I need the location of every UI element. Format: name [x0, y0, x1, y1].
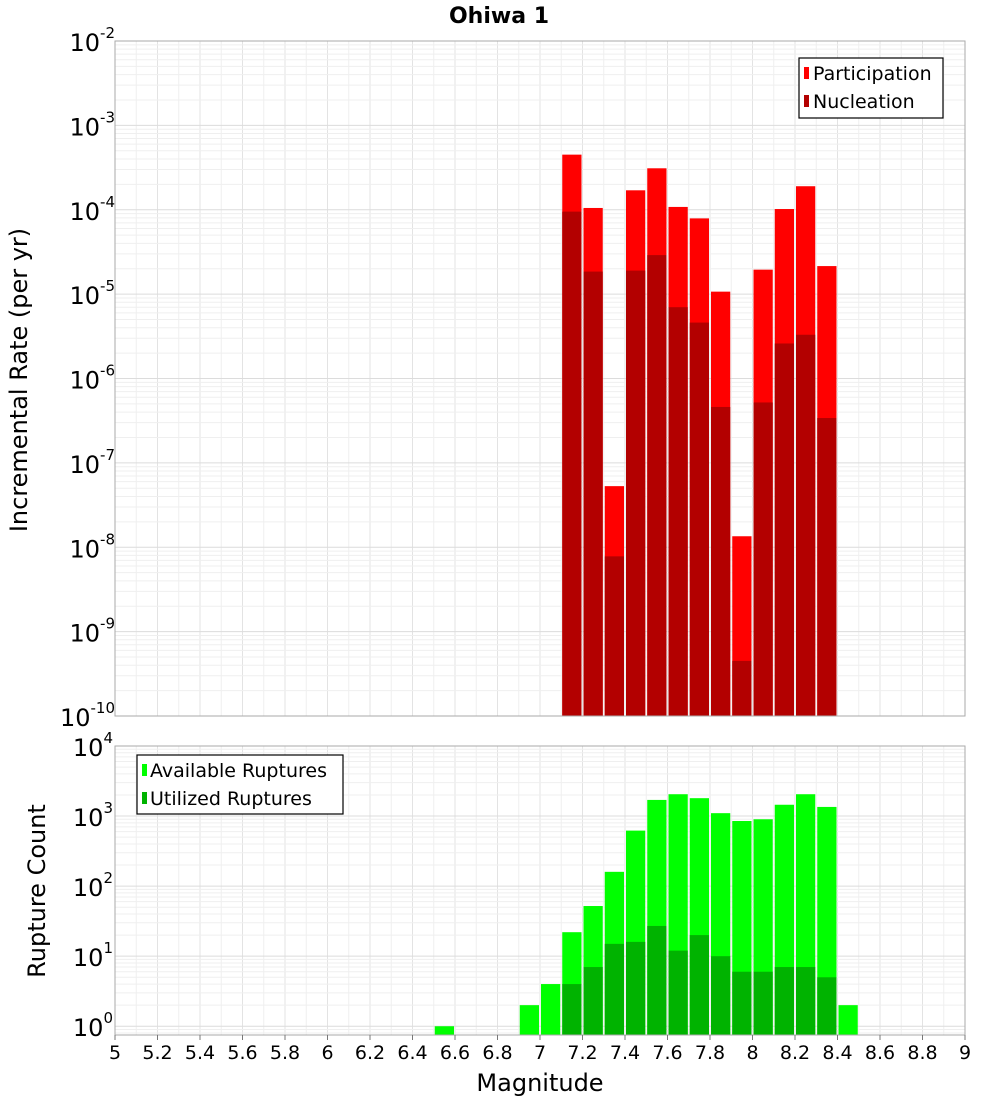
legend-label-available-ruptures: Available Ruptures: [150, 760, 327, 782]
bottom-bar-utilized-ruptures: [668, 950, 688, 1035]
top-y-tick-label: 10-9: [69, 615, 115, 648]
bottom-y-tick-label: 101: [73, 939, 113, 972]
bottom-bar-utilized-ruptures: [583, 967, 603, 1035]
top-legend: Participation Nucleation: [798, 57, 944, 119]
top-bars: [562, 154, 837, 717]
x-tick-label: 8.2: [780, 1042, 810, 1064]
x-tick-label: 5: [109, 1042, 121, 1064]
x-tick-label: 7.4: [610, 1042, 640, 1064]
bottom-bars: [434, 794, 858, 1035]
x-tick-label: 7.2: [567, 1042, 597, 1064]
x-tick-label: 6.6: [440, 1042, 470, 1064]
legend-swatch-nucleation: [804, 95, 809, 107]
top-bar-nucleation: [583, 271, 603, 716]
top-bar-nucleation: [689, 322, 709, 716]
bottom-bar-utilized-ruptures: [774, 967, 794, 1035]
x-tick-labels: 5 5.2 5.4 5.6 5.8 6 6.2 6.4 6.6 6.8 7 7.2 7.4 7.6 7.8 8…: [109, 1035, 971, 1064]
legend-swatch-utilized-ruptures: [142, 792, 147, 804]
x-tick-label: 6: [321, 1042, 333, 1064]
top-legend-box: [798, 57, 944, 119]
top-bar-nucleation: [753, 402, 773, 716]
bottom-bar-utilized-ruptures: [732, 971, 752, 1035]
top-bar-nucleation: [562, 211, 582, 716]
x-tick-label: 8.6: [865, 1042, 895, 1064]
x-tick-label: 9: [959, 1042, 971, 1064]
top-y-tick-labels: 10-2 10-3 10-4 10-5 10-6 10-7 10-8 10-9 10-10: [60, 24, 115, 732]
top-y-tick-label: 10-4: [69, 193, 115, 226]
x-tick-label: 5.6: [227, 1042, 257, 1064]
x-tick-label: 5.2: [142, 1042, 172, 1064]
bottom-bar-utilized-ruptures: [626, 941, 646, 1035]
top-bar-nucleation: [626, 270, 646, 716]
top-y-tick-label: 10-7: [69, 446, 115, 479]
bottom-legend: Available Ruptures Utilized Ruptures: [136, 754, 344, 815]
bottom-y-axis-label: Rupture Count: [23, 804, 51, 978]
x-tick-label: 5.4: [185, 1042, 215, 1064]
x-axis-label: Magnitude: [476, 1069, 603, 1097]
top-y-tick-label: 10-2: [69, 24, 115, 57]
bottom-bar-utilized-ruptures: [817, 977, 837, 1035]
top-plot-frame: [114, 40, 966, 717]
legend-swatch-participation: [804, 67, 809, 79]
bottom-bar-utilized-ruptures: [604, 943, 624, 1035]
top-bar-nucleation: [774, 343, 794, 716]
top-bar-nucleation: [647, 255, 667, 716]
bottom-bar-available-ruptures: [838, 1005, 858, 1035]
bottom-bar-utilized-ruptures: [647, 925, 667, 1035]
legend-label-nucleation: Nucleation: [813, 91, 915, 113]
bottom-bar-utilized-ruptures: [796, 967, 816, 1035]
bottom-bar-available-ruptures: [519, 1005, 539, 1035]
x-tick-label: 6.4: [397, 1042, 427, 1064]
x-tick-label: 6.8: [482, 1042, 512, 1064]
bottom-bar-available-ruptures: [434, 1026, 454, 1035]
legend-swatch-available-ruptures: [142, 764, 147, 776]
bottom-legend-box: [136, 754, 344, 815]
x-tick-label: 5.8: [270, 1042, 300, 1064]
top-bar-nucleation: [604, 556, 624, 716]
top-y-axis-label: Incremental Rate (per yr): [5, 228, 33, 532]
bottom-bar-utilized-ruptures: [711, 956, 731, 1035]
x-tick-label: 7: [534, 1042, 546, 1064]
x-tick-label: 7.6: [652, 1042, 682, 1064]
bottom-y-tick-label: 104: [73, 729, 113, 762]
top-y-tick-label: 10-10: [60, 699, 115, 732]
top-bar-nucleation: [668, 307, 688, 716]
bottom-bar-utilized-ruptures: [562, 984, 582, 1035]
bottom-y-tick-label: 103: [73, 799, 113, 832]
x-tick-label: 8.4: [822, 1042, 852, 1064]
top-y-tick-label: 10-6: [69, 362, 115, 395]
top-y-tick-label: 10-8: [69, 530, 115, 563]
bottom-bar-utilized-ruptures: [753, 971, 773, 1035]
bottom-y-tick-label: 102: [73, 869, 113, 902]
top-y-tick-label: 10-5: [69, 277, 115, 310]
bottom-bar-available-ruptures: [541, 984, 561, 1035]
bottom-y-tick-labels: 104 103 102 101 100: [73, 729, 113, 1042]
legend-label-utilized-ruptures: Utilized Ruptures: [150, 788, 312, 810]
top-bar-nucleation: [817, 418, 837, 716]
bottom-bar-utilized-ruptures: [689, 935, 709, 1035]
top-bar-nucleation: [732, 660, 752, 716]
top-bar-nucleation: [711, 406, 731, 716]
x-tick-label: 6.2: [355, 1042, 385, 1064]
top-bar-nucleation: [796, 334, 816, 716]
top-gridlines: [114, 40, 966, 717]
x-tick-label: 8: [746, 1042, 758, 1064]
x-tick-label: 8.8: [907, 1042, 937, 1064]
legend-label-participation: Participation: [813, 63, 932, 85]
x-tick-label: 7.8: [695, 1042, 725, 1064]
top-y-tick-label: 10-3: [69, 108, 115, 141]
chart-title: Ohiwa 1: [449, 4, 549, 29]
bottom-y-tick-label: 100: [73, 1009, 113, 1042]
